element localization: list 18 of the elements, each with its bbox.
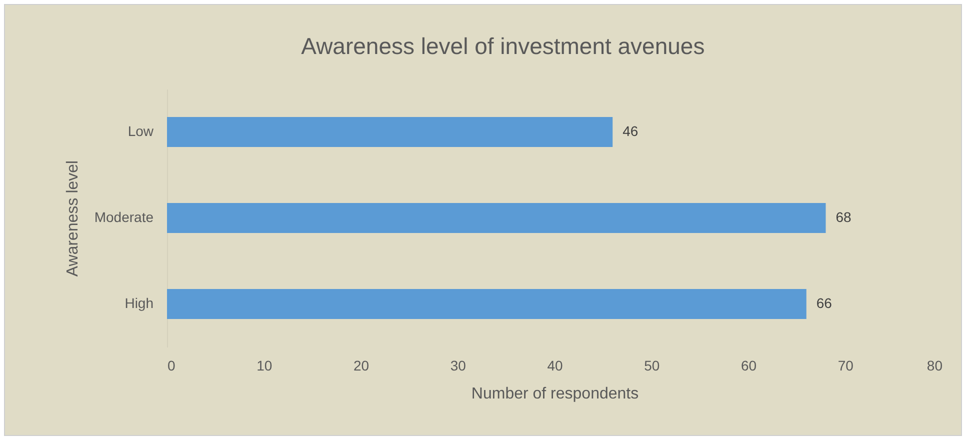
chart-title: Awareness level of investment avenues	[301, 33, 705, 59]
x-tick-label: 20	[353, 358, 370, 374]
data-label: 66	[816, 295, 832, 311]
data-label: 68	[836, 209, 852, 225]
x-axis-title: Number of respondents	[471, 386, 639, 402]
x-tick-label: 0	[168, 358, 176, 374]
x-tick-label: 10	[256, 358, 272, 374]
y-tick-label: Moderate	[94, 209, 154, 225]
x-tick-label: 80	[926, 358, 943, 374]
y-tick-label: High	[124, 295, 154, 311]
x-tick-label: 60	[740, 358, 757, 374]
x-tick-label: 70	[838, 358, 854, 374]
x-tick-label: 50	[644, 358, 660, 374]
x-tick-label: 40	[547, 358, 563, 374]
y-axis-title: Awareness level	[64, 160, 82, 277]
x-tick-label: 30	[450, 358, 466, 374]
y-tick-label: Low	[128, 123, 154, 139]
data-label: 46	[622, 123, 638, 139]
